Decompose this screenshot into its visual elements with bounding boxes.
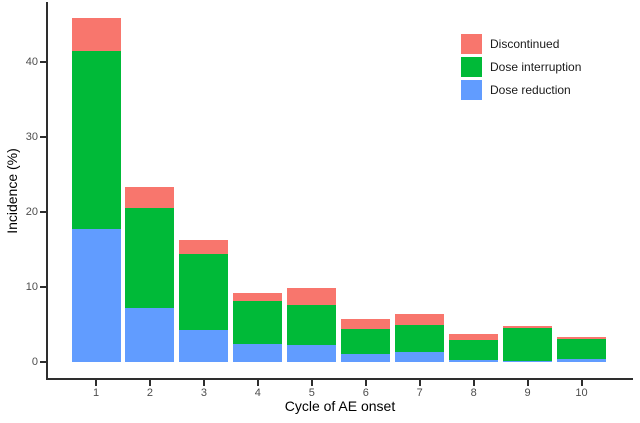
legend-swatch-icon	[461, 34, 482, 54]
legend-item-dose-interruption: Dose interruption	[461, 57, 581, 77]
bar-segment-discontinued-cycle-6	[341, 319, 391, 329]
bar-segment-discontinued-cycle-1	[71, 17, 121, 51]
x-tick-label: 8	[470, 387, 477, 399]
bar-segment-dose-reduction-cycle-5	[287, 344, 337, 362]
bar-segment-dose-interruption-cycle-2	[125, 208, 175, 308]
bar-segment-dose-interruption-cycle-7	[395, 324, 445, 353]
x-tick-mark	[364, 380, 367, 386]
x-axis-title: Cycle of AE onset	[284, 398, 396, 414]
x-tick-label: 4	[254, 387, 261, 399]
bar-segment-dose-interruption-cycle-9	[503, 327, 553, 361]
y-tick-mark	[40, 285, 46, 288]
legend-item-discontinued: Discontinued	[461, 34, 581, 54]
bar-segment-dose-reduction-cycle-7	[395, 352, 445, 362]
x-tick-mark	[580, 380, 583, 386]
x-tick-mark	[202, 380, 205, 386]
bar-segment-dose-reduction-cycle-10	[557, 359, 607, 362]
y-tick-mark	[40, 135, 46, 138]
bar-segment-discontinued-cycle-3	[179, 239, 229, 254]
x-tick-label: 9	[524, 387, 531, 399]
y-tick-mark	[40, 210, 46, 213]
bar-segment-dose-interruption-cycle-1	[71, 50, 121, 229]
x-tick-label: 7	[416, 387, 423, 399]
x-tick-mark	[526, 380, 529, 386]
legend: Discontinued Dose interruption Dose reduct…	[461, 34, 581, 103]
x-tick-label: 6	[362, 387, 369, 399]
bar-segment-dose-reduction-cycle-1	[71, 228, 121, 362]
legend-swatch-icon	[461, 80, 482, 100]
y-tick-label: 30	[25, 130, 38, 143]
bar-segment-dose-reduction-cycle-3	[179, 329, 229, 362]
bar-segment-dose-interruption-cycle-5	[287, 305, 337, 345]
bar-segment-dose-reduction-cycle-4	[233, 344, 283, 362]
x-tick-mark	[95, 380, 97, 386]
bar-segment-discontinued-cycle-8	[449, 333, 499, 340]
y-tick-mark	[40, 60, 46, 63]
bar-segment-discontinued-cycle-9	[503, 326, 553, 328]
x-tick-label: 3	[200, 387, 207, 399]
bar-segment-dose-interruption-cycle-10	[557, 338, 607, 359]
legend-label: Dose interruption	[490, 60, 582, 74]
x-tick-mark	[310, 380, 313, 386]
bar-segment-dose-reduction-cycle-8	[449, 359, 499, 362]
y-tick-label: 40	[25, 55, 38, 68]
y-tick-label: 20	[25, 205, 38, 218]
bar-segment-discontinued-cycle-10	[557, 337, 607, 339]
x-tick-label: 5	[308, 387, 315, 399]
y-tick-label: 0	[31, 355, 38, 368]
x-tick-mark	[472, 380, 475, 386]
x-axis-line	[46, 378, 633, 380]
legend-swatch-icon	[461, 57, 482, 77]
bar-segment-discontinued-cycle-5	[287, 287, 337, 305]
bar-segment-discontinued-cycle-7	[395, 314, 445, 325]
legend-label: Dose reduction	[490, 83, 571, 97]
y-tick-label: 10	[25, 280, 38, 293]
bar-segment-dose-reduction-cycle-6	[341, 353, 391, 362]
bar-segment-discontinued-cycle-2	[125, 186, 175, 209]
y-tick-mark	[40, 360, 46, 363]
bar-segment-dose-interruption-cycle-6	[341, 329, 391, 354]
bar-segment-dose-interruption-cycle-8	[449, 339, 499, 360]
bar-segment-dose-interruption-cycle-3	[179, 254, 229, 330]
x-tick-label: 10	[575, 387, 588, 399]
x-tick-mark	[148, 380, 151, 386]
x-tick-label: 1	[92, 387, 100, 399]
x-tick-mark	[418, 380, 421, 386]
bar-segment-dose-reduction-cycle-2	[125, 308, 175, 362]
bar-segment-dose-interruption-cycle-4	[233, 301, 283, 344]
bar-segment-dose-reduction-cycle-9	[503, 360, 553, 362]
bar-segment-discontinued-cycle-4	[233, 293, 283, 302]
legend-label: Discontinued	[490, 37, 560, 51]
legend-item-dose-reduction: Dose reduction	[461, 80, 581, 100]
x-tick-label: 2	[146, 387, 153, 399]
x-tick-mark	[256, 380, 259, 386]
y-axis-line	[46, 2, 48, 379]
y-axis-title: Incidence (%)	[4, 148, 20, 234]
